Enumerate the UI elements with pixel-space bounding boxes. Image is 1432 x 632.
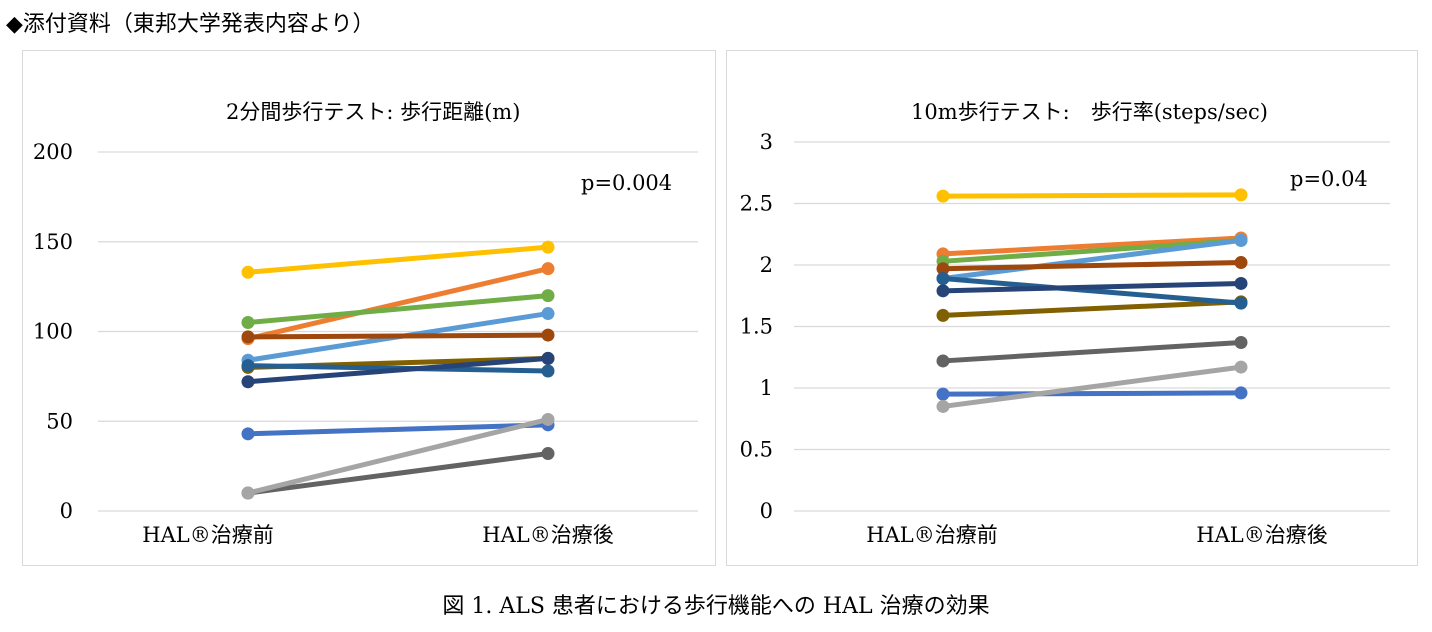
y-tick-label: 0	[60, 499, 73, 523]
series-line	[245, 451, 551, 496]
data-point	[936, 399, 950, 413]
series-line	[940, 260, 1244, 272]
figure-heading: ◆添付資料（東邦大学発表内容より）	[6, 12, 375, 37]
data-point	[541, 328, 555, 342]
data-point	[1234, 335, 1248, 349]
data-point	[936, 354, 950, 368]
data-point	[1234, 386, 1248, 400]
data-point	[241, 316, 255, 330]
series-line	[940, 276, 1244, 306]
y-tick-label: 1	[760, 376, 773, 400]
x-category-label: HAL®治療前	[866, 523, 997, 547]
data-point	[936, 272, 950, 286]
x-category-label: HAL®治療後	[482, 523, 613, 547]
data-point	[241, 375, 255, 389]
chart-walking-distance: 0 50 100 150 200 2分間歩行テスト: 歩行距離(m) p=0.004 HAL®…	[33, 100, 698, 547]
chart-panel-step-rate: 0 0.5 1 1.5 2 2.5 3 10m歩行テスト: 歩行率(steps/sec) p=0…	[726, 50, 1418, 566]
data-point	[541, 447, 555, 461]
series-line	[245, 422, 551, 437]
y-tick-label: 150	[33, 230, 73, 254]
data-point	[541, 240, 555, 254]
chart-panel-walking-distance: 0 50 100 150 200 2分間歩行テスト: 歩行距離(m) p=0.004 HAL®…	[22, 50, 716, 566]
y-tick-label: 2	[760, 253, 773, 277]
chart-step-rate: 0 0.5 1 1.5 2 2.5 3 10m歩行テスト: 歩行率(steps/sec) p=0…	[740, 100, 1390, 547]
chart-title: 2分間歩行テスト: 歩行距離(m)	[226, 100, 520, 124]
data-point	[541, 351, 555, 365]
data-point	[936, 387, 950, 401]
series-line	[245, 332, 551, 340]
y-tick-label: 50	[46, 409, 73, 433]
data-point	[541, 364, 555, 378]
data-point	[1234, 188, 1248, 202]
y-tick-label: 3	[760, 130, 773, 154]
series-line	[245, 355, 551, 385]
data-point	[241, 359, 255, 373]
data-point	[1234, 360, 1248, 374]
series-line	[245, 416, 551, 496]
data-point	[241, 265, 255, 279]
data-point	[1234, 276, 1248, 290]
data-point	[541, 307, 555, 321]
series-line	[940, 364, 1244, 409]
data-point	[541, 262, 555, 276]
series-line	[245, 266, 551, 342]
y-tick-label: 0	[760, 499, 773, 523]
data-point	[936, 308, 950, 322]
data-point	[241, 427, 255, 441]
data-point	[1234, 256, 1248, 270]
series-line	[940, 299, 1244, 318]
series-line	[245, 244, 551, 275]
x-category-label: HAL®治療前	[142, 523, 273, 547]
y-tick-label: 100	[33, 320, 73, 344]
series-line	[940, 280, 1244, 294]
series-line	[940, 237, 1244, 264]
series-line	[245, 293, 551, 326]
data-point	[241, 486, 255, 500]
data-point	[936, 284, 950, 298]
series-line	[940, 235, 1244, 257]
series-line	[940, 339, 1244, 364]
figure-caption: 図 1. ALS 患者における歩行機能への HAL 治療の効果	[442, 594, 990, 619]
y-tick-label: 1.5	[740, 315, 773, 339]
p-value-annotation: p=0.004	[581, 171, 672, 195]
y-tick-label: 200	[33, 140, 73, 164]
p-value-annotation: p=0.04	[1290, 167, 1368, 191]
data-point	[541, 412, 555, 426]
data-point	[1234, 296, 1248, 310]
y-tick-label: 0.5	[740, 438, 773, 462]
series-line	[940, 192, 1244, 199]
series-line	[940, 237, 1244, 282]
data-point	[936, 262, 950, 276]
y-tick-label: 2.5	[740, 192, 773, 216]
x-category-label: HAL®治療後	[1196, 523, 1327, 547]
chart-title: 10m歩行テスト: 歩行率(steps/sec)	[911, 100, 1268, 124]
data-point	[541, 289, 555, 303]
data-point	[1234, 233, 1248, 247]
series-line	[940, 390, 1244, 397]
data-point	[241, 330, 255, 344]
data-point	[936, 189, 950, 203]
